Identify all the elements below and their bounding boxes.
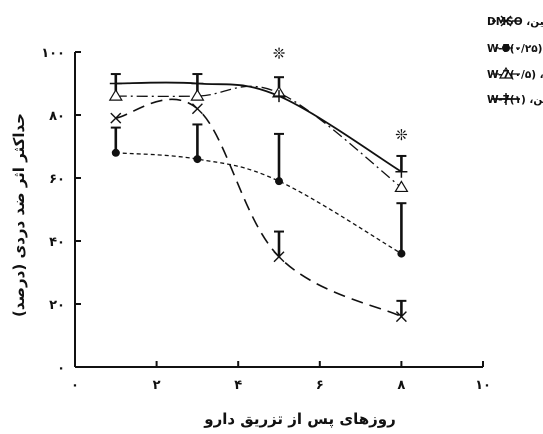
error-bars: [110, 73, 407, 317]
x-marker: [395, 311, 407, 323]
significance-mark: ❊: [395, 126, 408, 144]
y-tick-label: ۲۰: [49, 298, 65, 313]
plus-marker: [109, 77, 122, 90]
x-tick-label: ۴: [234, 378, 242, 393]
y-tick-label: ۰: [57, 361, 65, 376]
dot-marker: [193, 155, 202, 164]
significance-mark: ❊: [273, 44, 286, 62]
x-tick-label: ۶: [316, 378, 324, 393]
annotations: ❊❊: [273, 44, 408, 144]
y-tick-label: ۸۰: [49, 109, 65, 124]
y-tick-label: ۶۰: [49, 172, 65, 187]
plus-marker: [191, 77, 204, 90]
dot-marker: [111, 148, 120, 157]
y-axis-title: حداکثر اثر ضد دردی (درصد): [10, 113, 28, 317]
triangle-marker: [394, 180, 409, 193]
axes: ۰ ۲۰ ۴۰ ۶۰ ۸۰ ۱۰۰ ۰ ۲ ۴ ۶ ۸ ۱۰: [41, 46, 491, 393]
x-marker: [273, 251, 285, 263]
x-tick-label: ۸: [397, 378, 405, 393]
x-marker: [500, 15, 512, 27]
series-layer: [115, 81, 402, 318]
series-line: [115, 81, 402, 173]
series-line: [115, 152, 402, 255]
plus-marker: [500, 93, 512, 105]
x-marker: [110, 112, 122, 124]
y-tick-label: ۴۰: [49, 235, 65, 250]
markers: [108, 77, 409, 323]
plus-marker: [273, 90, 285, 103]
y-tick-label: ۱۰۰: [41, 46, 65, 61]
x-tick-label: ۱۰: [475, 378, 491, 393]
x-tick-label: ۲: [153, 378, 161, 393]
x-axis-title: روزهای پس از تزریق دارو: [203, 410, 395, 429]
x-marker: [191, 103, 203, 115]
dot-marker: [502, 44, 510, 52]
dot-marker: [397, 249, 406, 258]
triangle-marker: [498, 66, 514, 79]
legend-label: مورفین، W-7(۰/۲۵): [487, 43, 543, 55]
legend-label: مورفین، DMSO: [487, 16, 543, 28]
plus-marker: [395, 165, 408, 178]
triangle-marker: [190, 88, 205, 101]
legend-label: مورفین، W-7(۰/۵): [487, 69, 543, 81]
dot-marker: [275, 177, 283, 186]
x-tick-label: ۰: [71, 378, 79, 393]
series-line: [115, 98, 402, 318]
triangle-marker: [108, 88, 123, 101]
legend-label: مورفین، W-7(۱): [487, 94, 543, 106]
legend: مورفین، DMSO مورفین، W-7(۰/۲۵) مورفین، W-7…: [487, 15, 543, 106]
